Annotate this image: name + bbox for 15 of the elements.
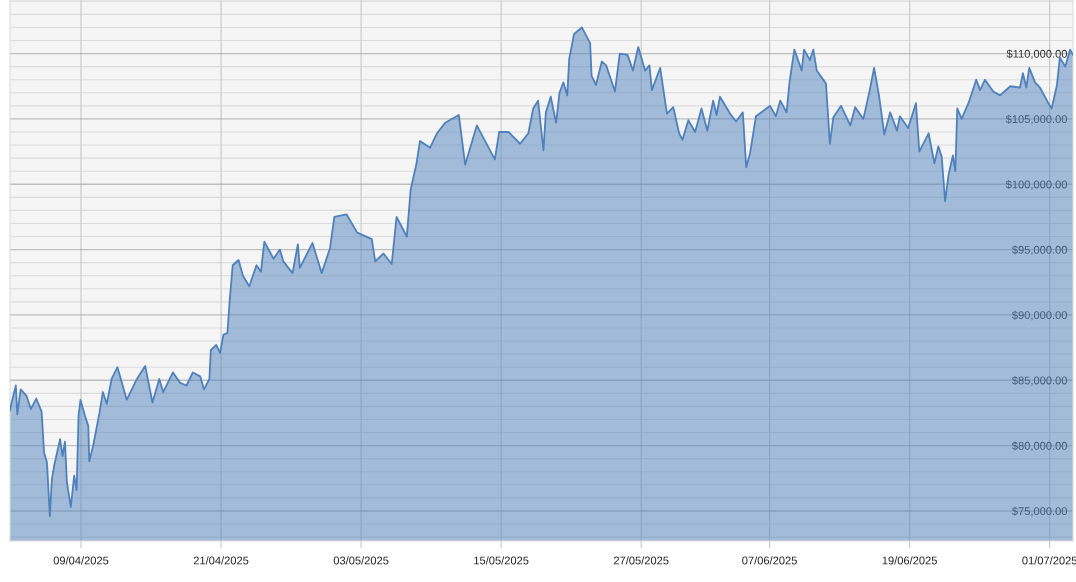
x-tick-label: 03/05/2025 [333, 556, 389, 565]
x-tick-label: 19/06/2025 [882, 556, 937, 565]
y-tick-label: $110,000.00 [1006, 49, 1068, 60]
y-tick-label: $100,000.00 [1005, 180, 1068, 190]
x-tick-label: 07/06/2025 [742, 556, 797, 565]
y-tick-label: $80,000.00 [1011, 441, 1068, 452]
x-tick-label: 21/04/2025 [193, 556, 249, 565]
y-tick-label: $95,000.00 [1011, 245, 1068, 256]
y-tick-label: $75,000.00 [1011, 506, 1068, 517]
x-tick-label: 27/05/2025 [613, 556, 669, 565]
y-tick-label: $85,000.00 [1011, 376, 1068, 386]
y-tick-label: $90,000.00 [1011, 310, 1068, 321]
x-tick-label: 09/04/2025 [53, 556, 109, 565]
x-tick-label: 15/05/2025 [474, 556, 529, 565]
y-tick-label: $105,000.00 [1005, 114, 1068, 125]
